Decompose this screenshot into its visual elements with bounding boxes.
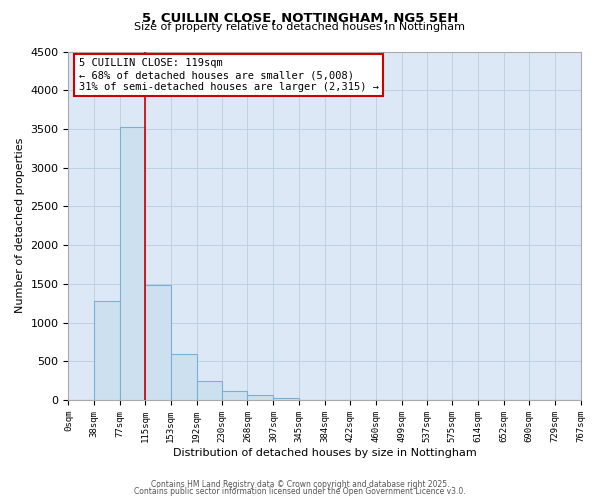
Bar <box>94 301 120 400</box>
X-axis label: Distribution of detached houses by size in Nottingham: Distribution of detached houses by size … <box>173 448 476 458</box>
Text: Size of property relative to detached houses in Nottingham: Size of property relative to detached ho… <box>134 22 466 32</box>
Text: 5, CUILLIN CLOSE, NOTTINGHAM, NG5 5EH: 5, CUILLIN CLOSE, NOTTINGHAM, NG5 5EH <box>142 12 458 26</box>
Bar <box>274 398 299 400</box>
Bar <box>197 382 222 400</box>
Text: 5 CUILLIN CLOSE: 119sqm
← 68% of detached houses are smaller (5,008)
31% of semi: 5 CUILLIN CLOSE: 119sqm ← 68% of detache… <box>79 58 379 92</box>
Bar <box>247 396 274 400</box>
Bar <box>222 390 247 400</box>
Text: Contains HM Land Registry data © Crown copyright and database right 2025.: Contains HM Land Registry data © Crown c… <box>151 480 449 489</box>
Bar <box>170 354 197 400</box>
Bar <box>120 126 145 400</box>
Y-axis label: Number of detached properties: Number of detached properties <box>15 138 25 314</box>
Text: Contains public sector information licensed under the Open Government Licence v3: Contains public sector information licen… <box>134 487 466 496</box>
Bar <box>145 284 170 400</box>
